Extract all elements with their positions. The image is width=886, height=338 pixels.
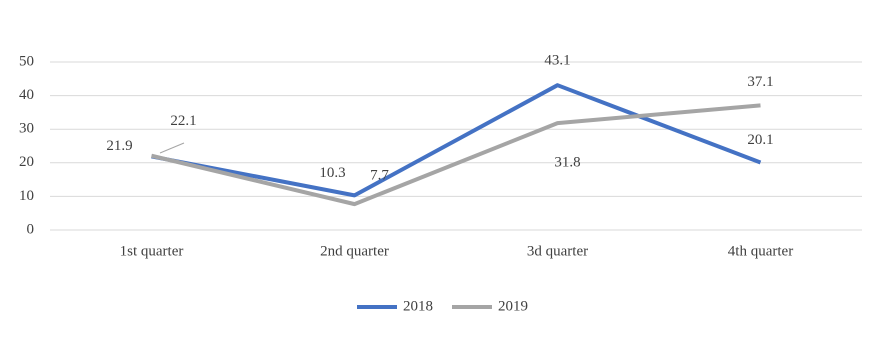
y-tick-label: 40 xyxy=(19,87,34,103)
series-line xyxy=(151,103,761,207)
data-label: 21.9 xyxy=(106,138,132,154)
x-tick-label: 4th quarter xyxy=(728,243,793,259)
data-label: 20.1 xyxy=(747,132,773,148)
x-tick-label: 3d quarter xyxy=(527,243,588,259)
data-label: 10.3 xyxy=(319,165,345,181)
legend-label: 2019 xyxy=(498,298,528,314)
data-label: 7.7 xyxy=(370,168,389,184)
data-label: 37.1 xyxy=(747,74,773,90)
leader-line xyxy=(159,142,185,154)
y-tick-label: 50 xyxy=(19,53,34,69)
x-tick-label: 1st quarter xyxy=(120,243,184,259)
data-label: 31.8 xyxy=(554,155,580,171)
data-label: 22.1 xyxy=(170,113,196,129)
y-tick-label: 30 xyxy=(19,121,34,137)
y-tick-label: 20 xyxy=(19,154,34,170)
y-tick-label: 10 xyxy=(19,188,34,204)
y-tick-label: 0 xyxy=(27,221,35,237)
data-label: 43.1 xyxy=(544,53,570,69)
x-tick-label: 2nd quarter xyxy=(320,243,389,259)
legend-label: 2018 xyxy=(403,298,433,314)
series-line xyxy=(151,83,762,198)
